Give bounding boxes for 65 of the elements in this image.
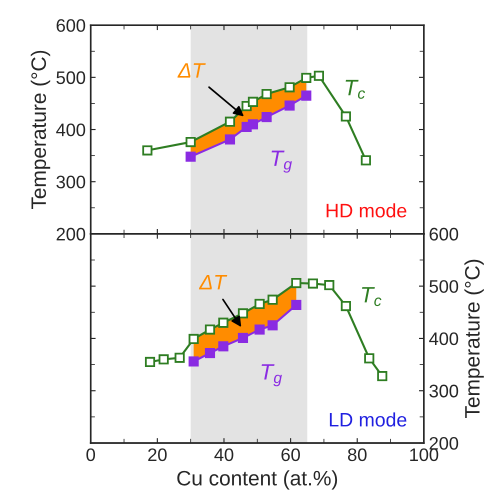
point <box>324 280 334 290</box>
y2-tick-label: 300 <box>429 384 458 398</box>
annotation: LD mode <box>330 412 406 427</box>
point <box>186 136 196 148</box>
point <box>188 356 199 367</box>
point <box>262 88 272 100</box>
y2-tick-label: 600 <box>430 228 458 241</box>
series-label: T$_{g}$ <box>262 364 282 386</box>
y-tick-label: 200 <box>56 228 86 241</box>
y-tick-label: 500 <box>56 71 86 84</box>
series-label: T$_{c}$ <box>362 287 382 306</box>
x-tick-label: 100 <box>410 448 438 462</box>
y-tick-label: 300 <box>56 176 86 188</box>
point <box>268 294 278 305</box>
y-axis-title: Temperature (°C) <box>30 50 50 210</box>
point <box>142 145 152 156</box>
x-axis-title: Cu content (at.%) <box>177 470 338 490</box>
point <box>254 298 265 309</box>
x-tick-label: 40 <box>214 448 234 462</box>
point <box>262 112 272 122</box>
point <box>308 278 318 289</box>
point <box>268 320 278 330</box>
y-tick-label: 600 <box>56 19 86 32</box>
point <box>218 341 228 352</box>
x-tick-label: 60 <box>281 448 300 462</box>
annotation: ΔT <box>198 275 228 290</box>
point <box>224 116 236 127</box>
series-label: T$_{g}$ <box>272 150 292 173</box>
point <box>301 72 312 83</box>
point <box>248 119 258 130</box>
point <box>377 371 388 382</box>
point <box>144 356 156 368</box>
point <box>360 155 371 166</box>
point <box>174 352 185 363</box>
y2-tick-label: 400 <box>429 332 458 346</box>
y-tick-label: 400 <box>56 123 86 136</box>
x-tick-label: 0 <box>86 448 96 462</box>
point <box>284 100 295 111</box>
point <box>291 300 302 310</box>
point <box>291 278 302 288</box>
point <box>238 332 248 343</box>
annotation: HD mode <box>326 203 406 218</box>
x-tick-label: 80 <box>348 448 367 462</box>
point <box>158 354 169 364</box>
point <box>314 70 324 81</box>
point <box>254 324 265 335</box>
point <box>224 134 236 145</box>
point <box>364 353 374 364</box>
point <box>204 324 216 335</box>
point <box>238 308 248 318</box>
x-tick-label: 20 <box>148 448 167 462</box>
y2-axis-title: Temperature (°C) <box>464 260 484 418</box>
point <box>186 152 196 162</box>
point <box>204 348 216 358</box>
series-label: T$_{c}$ <box>346 80 366 99</box>
point <box>284 82 295 92</box>
point <box>301 90 312 101</box>
point <box>188 334 199 344</box>
point <box>340 300 351 312</box>
annotation: ΔT <box>177 63 206 78</box>
point <box>218 318 228 328</box>
y2-tick-label: 200 <box>430 436 458 450</box>
y2-tick-label: 500 <box>429 280 458 293</box>
point <box>248 96 258 107</box>
point <box>340 111 351 122</box>
